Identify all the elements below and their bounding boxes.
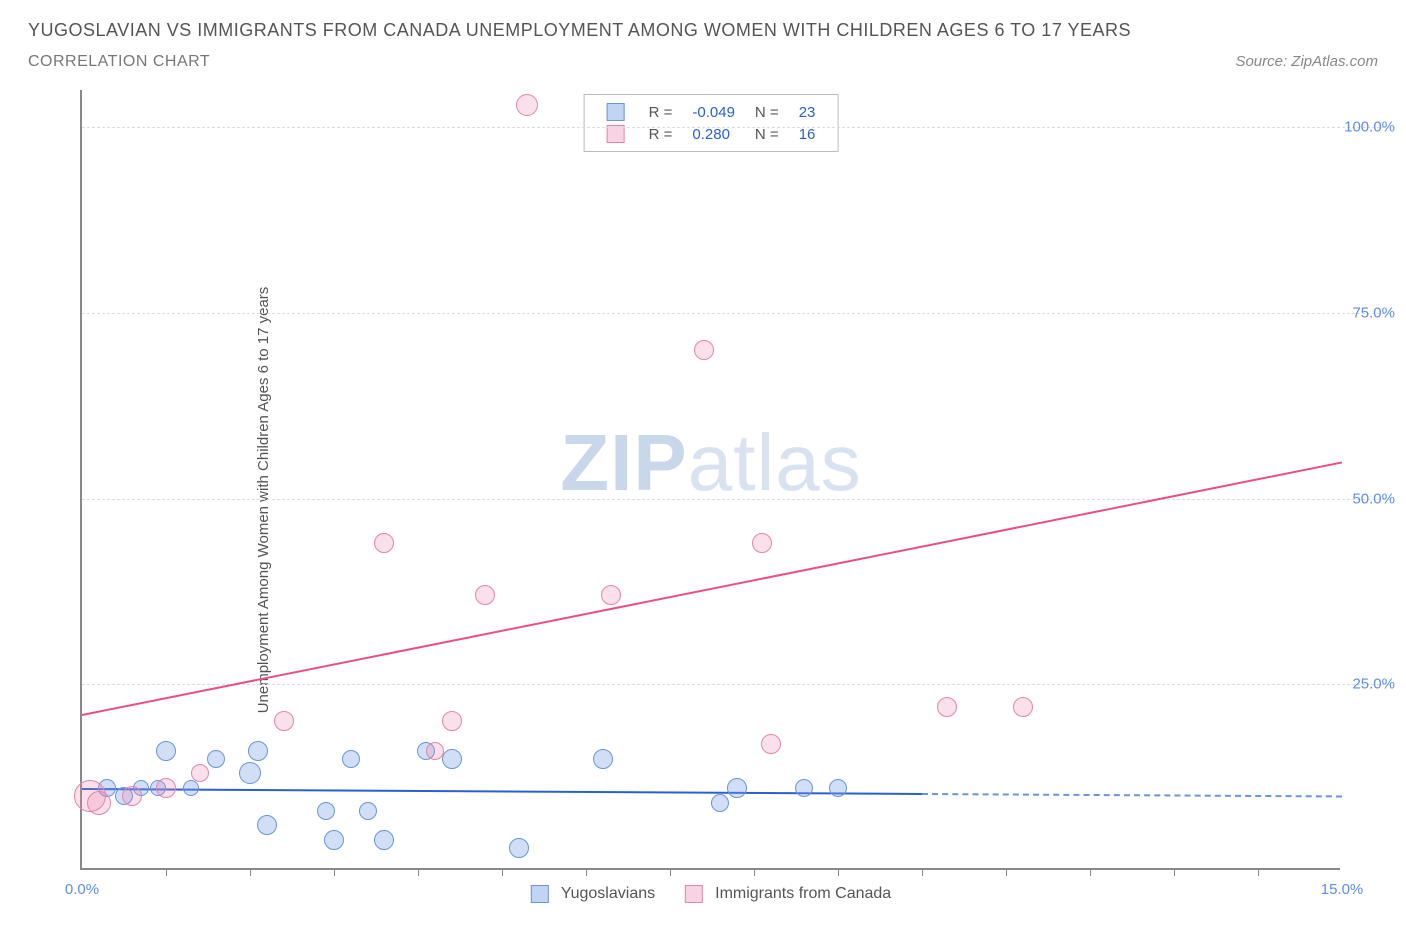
data-point[interactable]: [795, 779, 813, 797]
x-tick-label: 0.0%: [65, 881, 99, 898]
data-point[interactable]: [257, 815, 277, 835]
gridline: [82, 313, 1390, 314]
legend-item[interactable]: Yugoslavians: [531, 885, 655, 903]
chart-subtitle: CORRELATION CHART: [28, 53, 210, 71]
data-point[interactable]: [516, 94, 538, 116]
source-attribution: Source: ZipAtlas.com: [1235, 53, 1378, 70]
legend-label: Yugoslavians: [561, 885, 655, 903]
x-tick: [502, 868, 503, 876]
data-point[interactable]: [442, 711, 462, 731]
correlation-legend: R =-0.049N =23R =0.280N =16: [584, 94, 839, 152]
data-point[interactable]: [374, 830, 394, 850]
trend-line: [82, 461, 1342, 716]
data-point[interactable]: [317, 802, 335, 820]
gridline: [82, 684, 1390, 685]
y-tick-label: 25.0%: [1352, 676, 1395, 693]
legend-label: Immigrants from Canada: [715, 885, 891, 903]
data-point[interactable]: [509, 838, 529, 858]
x-tick: [334, 868, 335, 876]
data-point[interactable]: [593, 749, 613, 769]
x-tick: [166, 868, 167, 876]
legend-row: R =-0.049N =23: [597, 101, 826, 123]
data-point[interactable]: [601, 585, 621, 605]
legend-item[interactable]: Immigrants from Canada: [685, 885, 891, 903]
series-legend: Yugoslavians Immigrants from Canada: [531, 885, 891, 903]
data-point[interactable]: [122, 786, 142, 806]
r-value: -0.049: [682, 101, 745, 123]
x-tick: [250, 868, 251, 876]
data-point[interactable]: [207, 750, 225, 768]
x-tick: [1258, 868, 1259, 876]
legend-swatch: [531, 885, 549, 903]
data-point[interactable]: [711, 794, 729, 812]
data-point[interactable]: [426, 742, 444, 760]
chart-title: YUGOSLAVIAN VS IMMIGRANTS FROM CANADA UN…: [28, 20, 1378, 41]
gridline: [82, 127, 1390, 128]
n-value: 23: [789, 101, 826, 123]
x-tick: [418, 868, 419, 876]
x-tick: [1090, 868, 1091, 876]
data-point[interactable]: [274, 711, 294, 731]
data-point[interactable]: [156, 778, 176, 798]
data-point[interactable]: [248, 741, 268, 761]
x-tick: [670, 868, 671, 876]
data-point[interactable]: [475, 585, 495, 605]
n-label: N =: [745, 101, 789, 123]
y-tick-label: 75.0%: [1352, 304, 1395, 321]
data-point[interactable]: [442, 749, 462, 769]
data-point[interactable]: [761, 734, 781, 754]
r-label: R =: [639, 101, 683, 123]
x-tick: [1006, 868, 1007, 876]
data-point[interactable]: [87, 791, 111, 815]
x-tick: [586, 868, 587, 876]
data-point[interactable]: [156, 741, 176, 761]
data-point[interactable]: [1013, 697, 1033, 717]
gridline: [82, 499, 1390, 500]
data-point[interactable]: [191, 764, 209, 782]
data-point[interactable]: [359, 802, 377, 820]
legend-swatch: [607, 103, 625, 121]
x-tick: [754, 868, 755, 876]
watermark: ZIPatlas: [560, 417, 861, 509]
legend-swatch: [685, 885, 703, 903]
data-point[interactable]: [342, 750, 360, 768]
data-point[interactable]: [727, 778, 747, 798]
chart-container: Unemployment Among Women with Children A…: [50, 90, 1390, 910]
data-point[interactable]: [937, 697, 957, 717]
x-tick-label: 15.0%: [1321, 881, 1364, 898]
plot-area: ZIPatlas R =-0.049N =23R =0.280N =16 Yug…: [80, 90, 1340, 870]
data-point[interactable]: [324, 830, 344, 850]
data-point[interactable]: [829, 779, 847, 797]
x-tick: [838, 868, 839, 876]
data-point[interactable]: [374, 533, 394, 553]
y-tick-label: 50.0%: [1352, 490, 1395, 507]
x-tick: [1174, 868, 1175, 876]
data-point[interactable]: [694, 340, 714, 360]
data-point[interactable]: [239, 762, 261, 784]
trend-line: [922, 793, 1342, 797]
data-point[interactable]: [752, 533, 772, 553]
data-point[interactable]: [183, 780, 199, 796]
x-tick: [922, 868, 923, 876]
y-tick-label: 100.0%: [1344, 119, 1395, 136]
